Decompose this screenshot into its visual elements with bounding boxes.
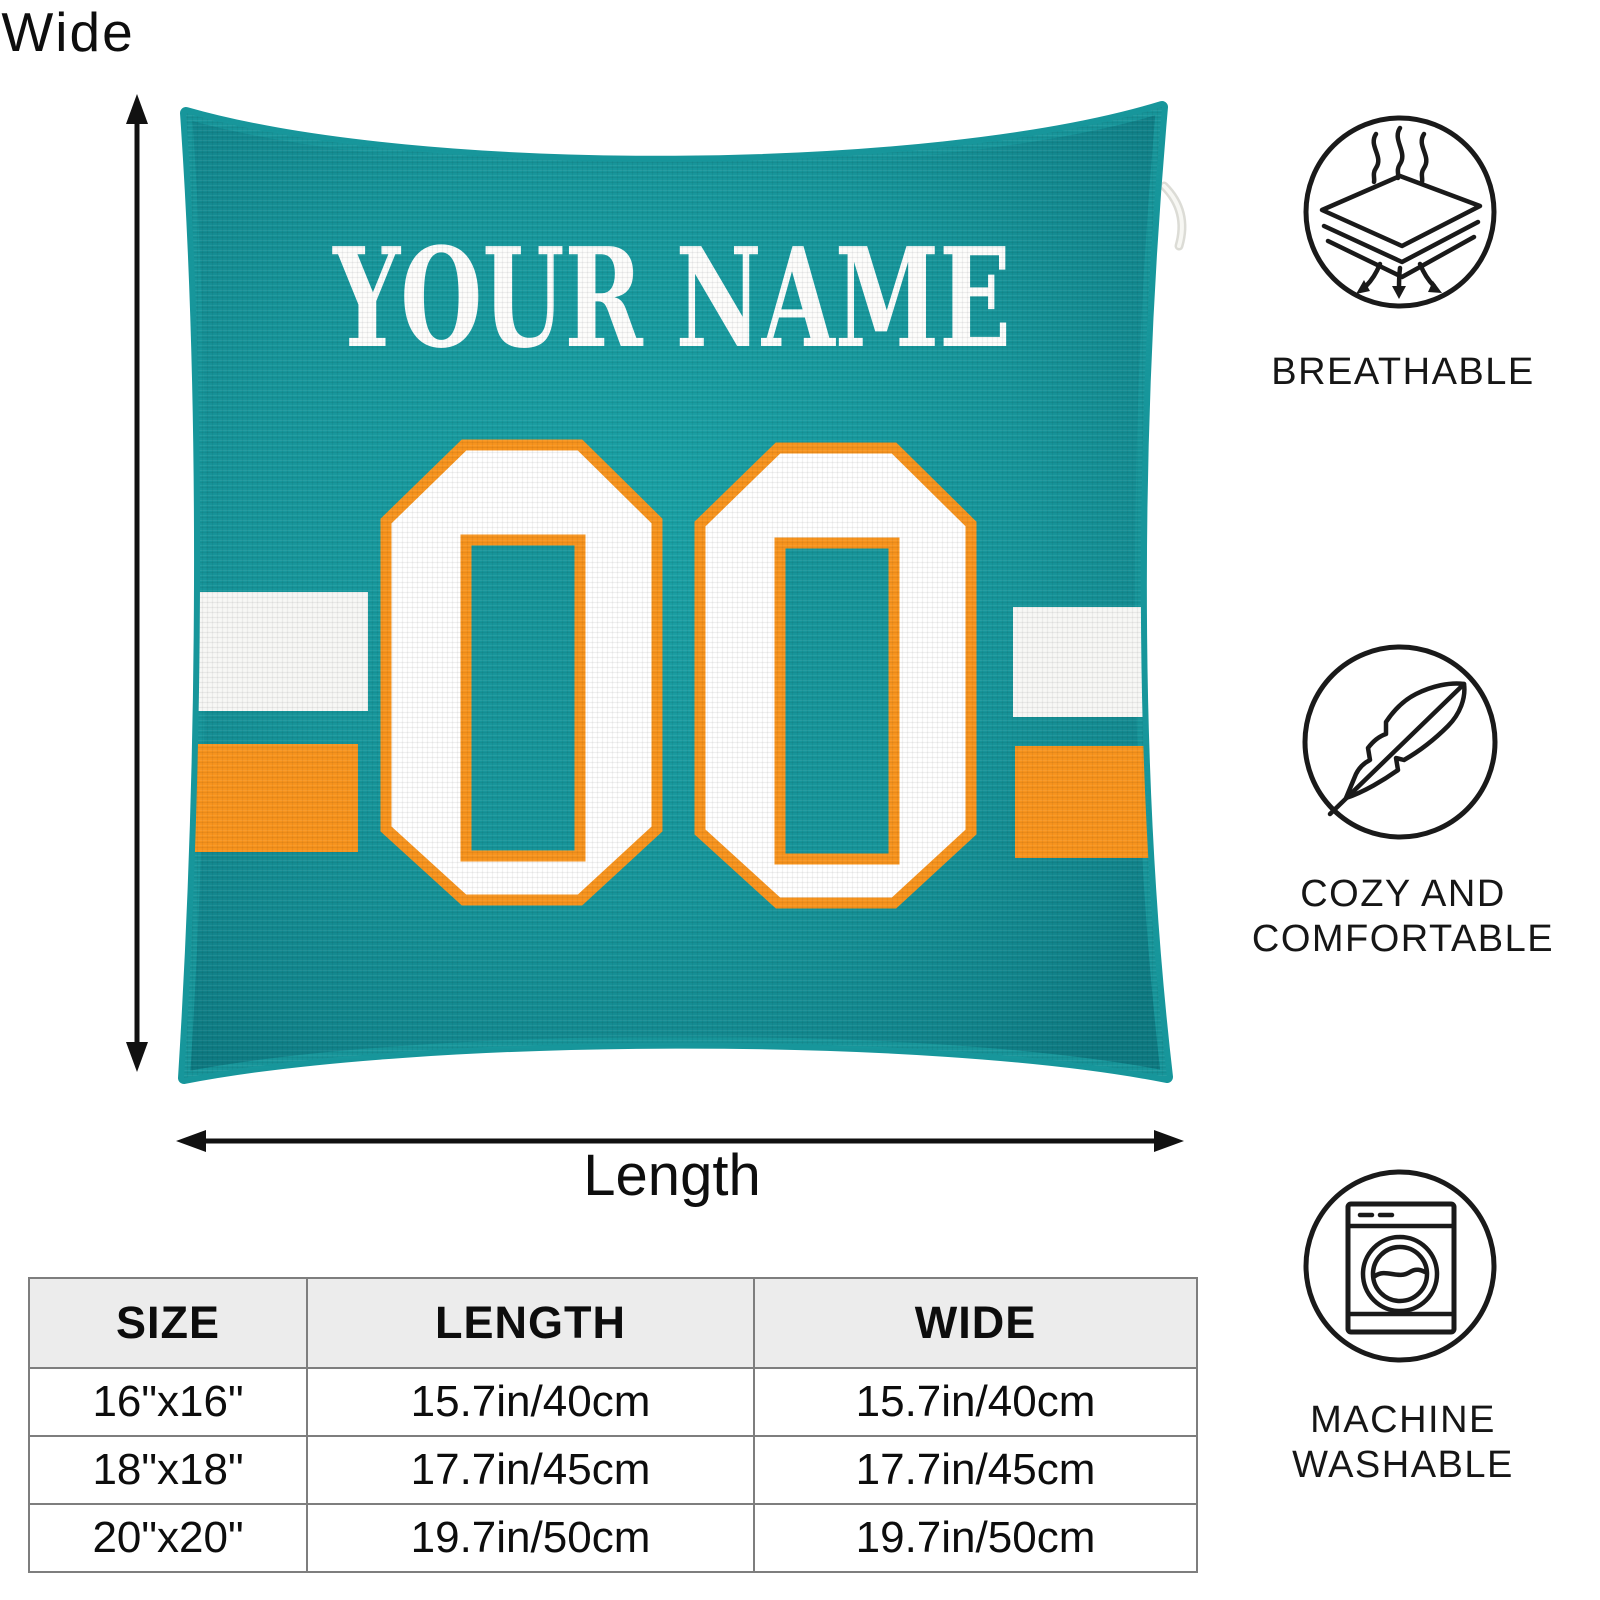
breathable-icon bbox=[1303, 115, 1497, 309]
table-row: 16"x16" 15.7in/40cm 15.7in/40cm bbox=[28, 1367, 1198, 1437]
size-chart-header-row: SIZE LENGTH WIDE bbox=[28, 1277, 1198, 1369]
washing-machine-icon bbox=[1303, 1169, 1497, 1363]
header-wide: WIDE bbox=[753, 1277, 1198, 1369]
length-dimension-arrow bbox=[176, 1130, 1184, 1152]
breathable-label: BREATHABLE bbox=[1271, 351, 1535, 393]
wide-dimension-arrow bbox=[126, 94, 148, 1072]
fabric-texture bbox=[184, 107, 1167, 1078]
machine-washable-label: MACHINE WASHABLE bbox=[1292, 1399, 1514, 1486]
header-size: SIZE bbox=[28, 1277, 308, 1369]
length-label: Length bbox=[583, 1143, 761, 1208]
wide-label: Wide bbox=[1, 1, 135, 63]
table-row: 18"x18" 17.7in/45cm 17.7in/45cm bbox=[28, 1435, 1198, 1505]
header-length: LENGTH bbox=[306, 1277, 755, 1369]
feather-icon bbox=[1302, 644, 1498, 840]
zipper-pull bbox=[1159, 181, 1187, 251]
cozy-label: COZY AND COMFORTABLE bbox=[1251, 873, 1555, 960]
table-row: 20"x20" 19.7in/50cm 19.7in/50cm bbox=[28, 1503, 1198, 1573]
size-chart-table: SIZE LENGTH WIDE 16"x16" 15.7in/40cm 15.… bbox=[28, 1277, 1198, 1573]
